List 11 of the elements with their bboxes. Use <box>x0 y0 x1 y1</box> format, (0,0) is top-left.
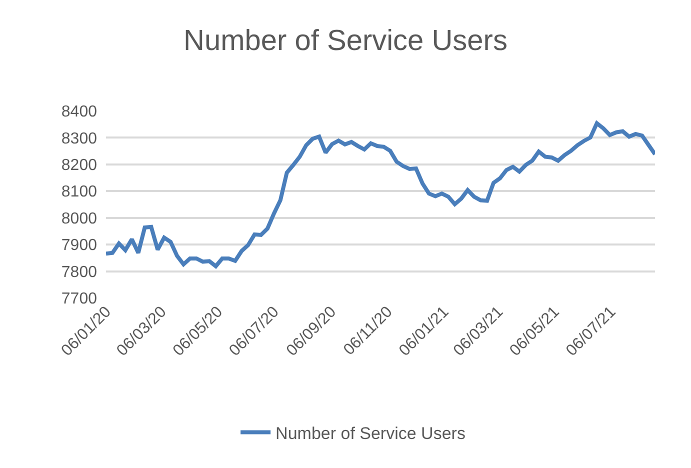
y-tick-label: 8000 <box>61 210 98 228</box>
y-tick-label: 8300 <box>61 130 98 148</box>
chart-title: Number of Service Users <box>184 25 508 58</box>
y-tick-label: 7900 <box>61 237 98 254</box>
y-tick-label: 8200 <box>61 157 98 174</box>
y-tick-label: 7700 <box>61 290 98 308</box>
y-tick-label: 7800 <box>61 264 98 281</box>
legend-label: Number of Service Users <box>276 424 466 443</box>
line-series <box>106 121 655 268</box>
y-tick-label: 8100 <box>61 184 98 201</box>
y-tick-label: 8400 <box>61 104 98 121</box>
